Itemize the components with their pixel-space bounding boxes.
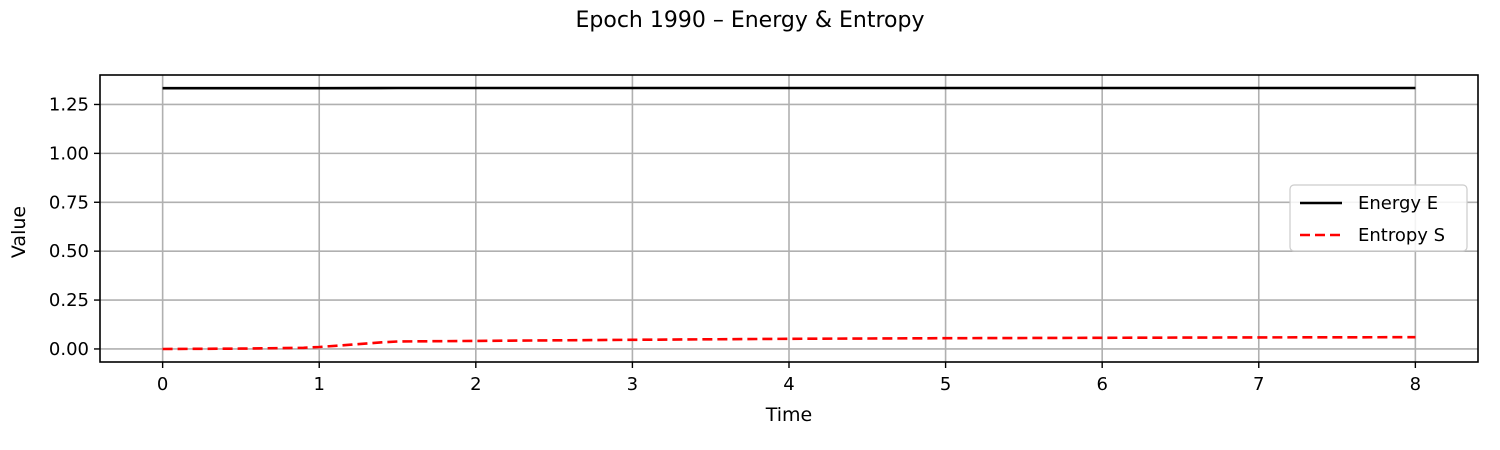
legend: Energy E Entropy S: [1289, 184, 1468, 252]
x-tick-label: 2: [470, 374, 481, 395]
y-tick-label: 1.00: [49, 143, 89, 164]
y-axis-label: Value: [8, 206, 30, 258]
x-axis-label: Time: [765, 404, 813, 426]
x-tick-label: 1: [314, 374, 325, 395]
x-tick-label: 7: [1253, 374, 1264, 395]
y-tick-label: 0.00: [49, 339, 89, 360]
legend-label: Entropy S: [1358, 225, 1445, 246]
x-tick-label: 8: [1410, 374, 1421, 395]
chart-title: Epoch 1990 – Energy & Entropy: [576, 8, 925, 33]
y-tick-label: 0.25: [49, 290, 89, 311]
x-tick-label: 5: [940, 374, 951, 395]
series-layer: [162, 86, 1416, 351]
y-tick-label: 1.25: [49, 94, 89, 115]
x-tick-label: 0: [157, 374, 168, 395]
x-tick-label: 3: [627, 374, 638, 395]
y-tick-label: 0.50: [49, 241, 89, 262]
series-line-entropy-s: [162, 335, 1416, 351]
y-axis: 0.00 0.25 0.50 0.75 1.00 1.25: [49, 94, 100, 360]
y-tick-label: 0.75: [49, 192, 89, 213]
grid: [100, 75, 1478, 362]
x-tick-label: 4: [783, 374, 794, 395]
legend-label: Energy E: [1358, 193, 1438, 214]
x-axis: 0 1 2 3 4 5 6 7 8: [157, 362, 1421, 395]
x-tick-label: 6: [1096, 374, 1107, 395]
